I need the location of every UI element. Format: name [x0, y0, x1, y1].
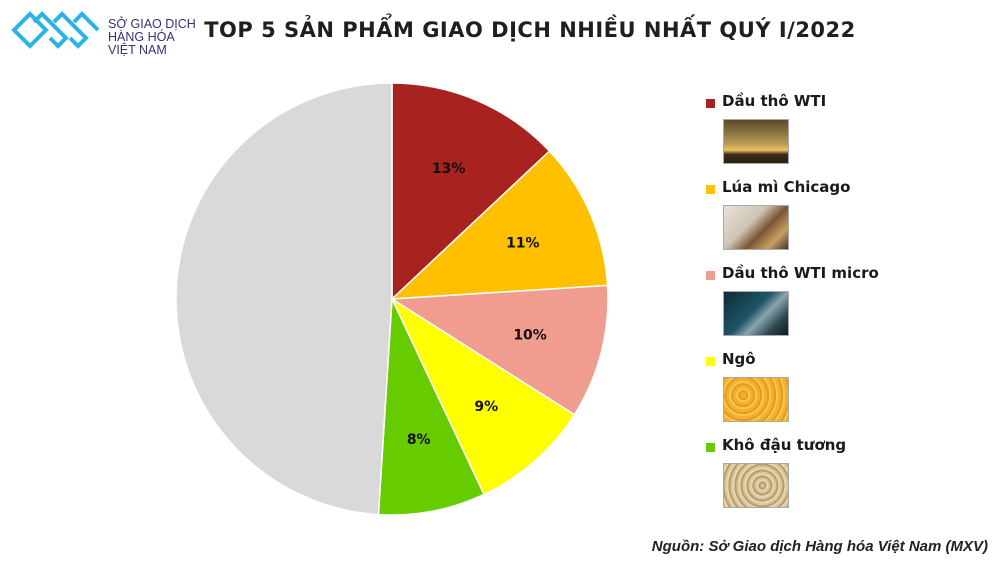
data-label: 13% [432, 161, 466, 177]
source-note: Nguồn: Sở Giao dịch Hàng hóa Việt Nam (M… [651, 538, 988, 555]
pie-slice [389, 150, 609, 300]
logo-mark-icon [11, 11, 100, 49]
pie-slice [391, 82, 551, 301]
oil-barrel-pipe-image [723, 291, 789, 336]
pie-slice [390, 296, 576, 496]
wheat-flour-image [723, 205, 789, 250]
legend-swatch [706, 271, 715, 280]
legend-label: Ngô [722, 350, 756, 368]
chart-title: TOP 5 SẢN PHẨM GIAO DỊCH NHIỀU NHẤT QUÝ … [204, 18, 856, 42]
pie-chart: 13% 11% 10% 9% 8% [175, 82, 609, 516]
legend-swatch [706, 185, 715, 194]
legend-swatch [706, 357, 715, 366]
legend-label: Dầu thô WTI micro [722, 264, 879, 282]
logo-text: SỞ GIAO DỊCH HÀNG HÓA VIỆT NAM [108, 17, 196, 57]
pie-slice [377, 298, 485, 516]
legend-swatch [706, 443, 715, 452]
corn-kernels-image [723, 377, 789, 422]
data-label: 9% [474, 399, 498, 415]
legend-label: Dầu thô WTI [722, 92, 827, 110]
logo: SỞ GIAO DỊCH HÀNG HÓA VIỆT NAM [10, 8, 210, 57]
oil-pumps-sunset-image [723, 119, 789, 164]
legend-swatch [706, 99, 715, 108]
soybean-meal-image [723, 463, 789, 508]
pie-slice [389, 284, 609, 416]
data-label: 10% [513, 327, 547, 343]
legend-label: Khô đậu tương [722, 436, 847, 454]
legend-label: Lúa mì Chicago [722, 178, 851, 196]
data-label: 11% [506, 235, 540, 251]
data-label: 8% [407, 432, 431, 448]
pie-slice [175, 82, 393, 516]
